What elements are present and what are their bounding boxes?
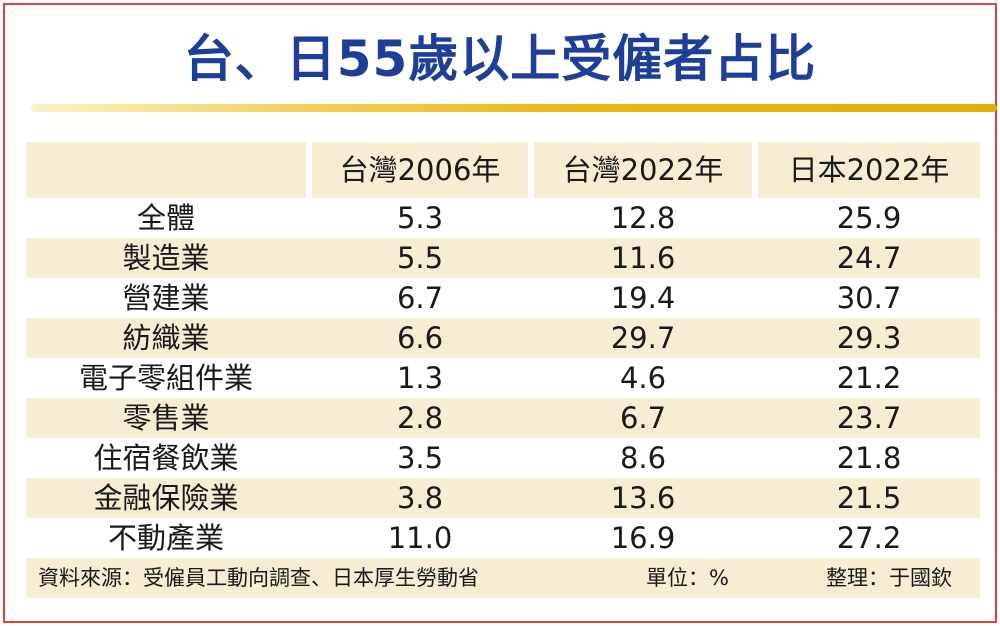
- column-header: 台灣2006年: [339, 153, 501, 187]
- cell-value: 13.6: [610, 481, 676, 515]
- cell-value: 21.5: [836, 481, 902, 515]
- row-label: 全體: [136, 201, 195, 235]
- cell-value: 29.7: [610, 321, 676, 355]
- cell-value: 24.7: [836, 241, 902, 275]
- table-header: 台灣2006年 台灣2022年 日本2022年: [26, 142, 980, 198]
- cell-value: 6.7: [396, 281, 444, 315]
- figure-title: 台、日55歲以上受僱者占比: [183, 30, 817, 88]
- table-row: 營建業 6.7 19.4 30.7: [26, 278, 980, 318]
- row-label: 紡織業: [122, 321, 210, 355]
- cell-value: 5.5: [396, 241, 444, 275]
- cell-value: 21.2: [836, 361, 902, 395]
- cell-value: 5.3: [396, 201, 444, 235]
- table-row: 住宿餐飲業 3.5 8.6 21.8: [26, 438, 980, 478]
- source-note: 資料來源：受僱員工動向調查、日本厚生勞動省: [38, 566, 479, 590]
- figure-frame: 台、日55歲以上受僱者占比 台灣2006年 台灣2022年 日本2022年 全體…: [3, 3, 997, 623]
- data-table: 台灣2006年 台灣2022年 日本2022年 全體 5.3 12.8 25.9…: [26, 142, 980, 598]
- cell-value: 16.9: [610, 521, 676, 555]
- cell-value: 12.8: [610, 201, 676, 235]
- row-label: 住宿餐飲業: [93, 441, 239, 475]
- cell-value: 25.9: [836, 201, 902, 235]
- cell-value: 3.8: [396, 481, 444, 515]
- row-label: 營建業: [122, 281, 210, 315]
- table-row: 金融保險業 3.8 13.6 21.5: [26, 478, 980, 518]
- cell-value: 2.8: [396, 401, 444, 435]
- cell-value: 27.2: [836, 521, 902, 555]
- header-divider: [752, 142, 758, 198]
- table-row: 不動產業 11.0 16.9 27.2: [26, 518, 980, 558]
- unit-note: 單位：%: [646, 566, 729, 590]
- cell-value: 11.0: [387, 521, 453, 555]
- title-underline: [31, 104, 997, 112]
- cell-value: 6.7: [619, 401, 667, 435]
- cell-value: 21.8: [836, 441, 902, 475]
- cell-value: 11.6: [610, 241, 676, 275]
- cell-value: 3.5: [396, 441, 444, 475]
- cell-value: 29.3: [836, 321, 902, 355]
- editor-credit: 整理：于國欽: [826, 566, 952, 590]
- cell-value: 6.6: [396, 321, 444, 355]
- cell-value: 23.7: [836, 401, 902, 435]
- row-label: 不動產業: [107, 521, 224, 555]
- cell-value: 30.7: [836, 281, 902, 315]
- table-footer: 資料來源：受僱員工動向調查、日本厚生勞動省 單位：% 整理：于國欽: [26, 558, 980, 598]
- cell-value: 19.4: [610, 281, 676, 315]
- row-label: 零售業: [122, 401, 210, 435]
- table-row: 製造業 5.5 11.6 24.7: [26, 238, 980, 278]
- table-row: 零售業 2.8 6.7 23.7: [26, 398, 980, 438]
- cell-value: 4.6: [619, 361, 667, 395]
- column-header: 台灣2022年: [562, 153, 724, 187]
- header-divider: [306, 142, 312, 198]
- row-label: 金融保險業: [93, 481, 239, 515]
- cell-value: 8.6: [619, 441, 667, 475]
- header-divider: [528, 142, 534, 198]
- column-header: 日本2022年: [788, 153, 950, 187]
- table-row: 電子零組件業 1.3 4.6 21.2: [26, 358, 980, 398]
- table-row: 紡織業 6.6 29.7 29.3: [26, 318, 980, 358]
- row-label: 電子零組件業: [78, 361, 253, 395]
- cell-value: 1.3: [396, 361, 444, 395]
- table-row: 全體 5.3 12.8 25.9: [26, 198, 980, 238]
- row-label: 製造業: [122, 241, 210, 275]
